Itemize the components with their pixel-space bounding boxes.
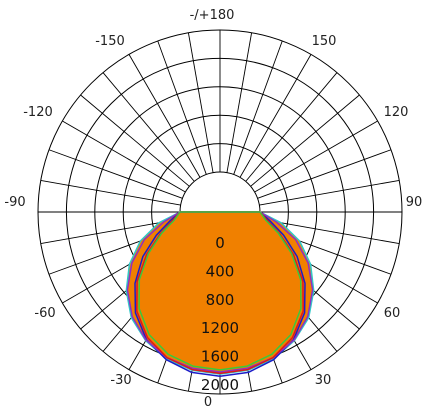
angle-label: 30 — [315, 373, 332, 388]
grid-spoke — [187, 32, 214, 173]
angle-label: 0 — [204, 395, 212, 410]
angle-label: -60 — [34, 306, 55, 321]
radial-tick-label: 400 — [206, 262, 235, 280]
grid-spoke — [254, 120, 378, 193]
grid-spoke — [245, 72, 338, 182]
grid-spoke — [128, 54, 201, 178]
radial-tick-label: 1600 — [201, 348, 239, 366]
grid-spoke — [259, 218, 400, 245]
angle-labels: -/+180 -150 150 -120 120 -90 90 -60 60 -30 30 0 — [4, 8, 422, 410]
series-curve — [138, 211, 302, 371]
grid-spoke — [226, 32, 253, 173]
angle-label: 90 — [406, 195, 423, 210]
grid-spoke — [102, 72, 195, 182]
angle-label: -90 — [4, 195, 25, 210]
series-curve — [126, 211, 314, 373]
angle-label: -/+180 — [190, 8, 235, 23]
grid-spoke — [239, 54, 312, 178]
grid-spoke — [40, 179, 181, 206]
grid-spoke — [80, 94, 190, 187]
angle-label: 150 — [312, 34, 337, 49]
radial-tick-label: 800 — [206, 291, 235, 309]
series-curve — [134, 211, 306, 378]
grid-spoke — [40, 218, 181, 245]
angle-label: 120 — [384, 105, 409, 120]
angle-label: -150 — [95, 34, 125, 49]
grid-spoke — [48, 149, 183, 199]
angle-label: -30 — [110, 373, 131, 388]
radial-tick-label: 0 — [215, 234, 225, 252]
radial-tick-label: 2000 — [201, 376, 239, 394]
series-layer — [125, 211, 315, 378]
grid-spoke — [233, 40, 283, 175]
radial-tick-label: 1200 — [201, 319, 239, 337]
grid-spoke — [62, 120, 186, 193]
series-curve — [136, 211, 304, 375]
angle-label: 60 — [384, 306, 401, 321]
angle-label: -120 — [23, 105, 53, 120]
grid-spoke — [257, 149, 392, 199]
grid-spoke — [157, 40, 207, 175]
radial-tick-labels: 0 400 800 1200 1600 2000 — [201, 234, 239, 394]
grid-spoke — [259, 179, 400, 206]
grid-spoke — [250, 94, 360, 187]
